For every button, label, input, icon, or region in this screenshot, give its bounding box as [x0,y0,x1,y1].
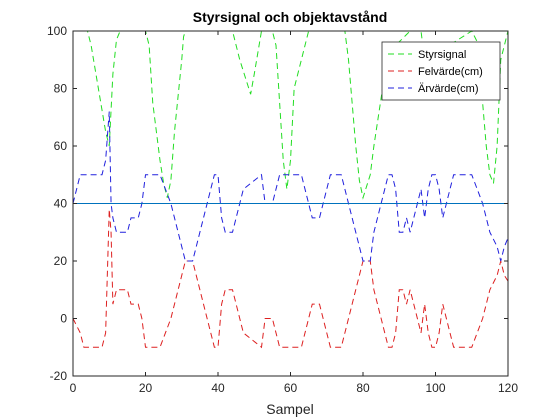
legend-entry: Felvärde(cm) [418,66,483,78]
x-axis-label: Sampel [266,401,313,417]
x-tick-label: 0 [70,381,77,395]
legend: Styrsignal Felvärde(cm) Ärvärde(cm) [381,41,501,101]
x-tick-label: 20 [139,381,153,395]
y-tick-label: 20 [54,254,68,268]
x-axis-ticks: 0 20 40 60 80 100 120 [70,31,518,395]
y-tick-label: 60 [54,139,68,153]
legend-entry: Styrsignal [418,49,466,61]
legend-items: Styrsignal Felvärde(cm) Ärvärde(cm) [388,49,483,95]
legend-entry: Ärvärde(cm) [418,83,479,95]
series-line-2 [72,209,509,349]
x-tick-label: 60 [284,381,298,395]
chart-title: Styrsignal och objektavstånd [193,9,388,25]
x-tick-label: 80 [356,381,370,395]
y-tick-label: 40 [54,197,68,211]
y-tick-label: 80 [54,82,68,96]
y-tick-label: 100 [47,24,67,38]
y-tick-label: 0 [60,312,67,326]
y-axis-ticks: -20 0 20 40 60 80 100 [47,24,508,383]
x-tick-label: 120 [498,381,518,395]
y-tick-label: -20 [50,369,68,383]
x-tick-label: 100 [425,381,445,395]
x-tick-label: 40 [211,381,225,395]
series-line-3 [72,111,509,262]
